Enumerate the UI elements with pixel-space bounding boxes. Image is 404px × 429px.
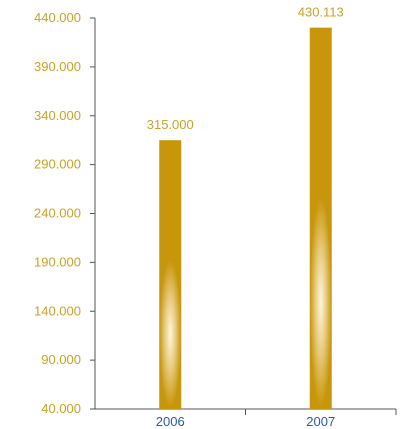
bar-value-label: 430.113 (298, 5, 344, 20)
y-tick-label: 290.000 (34, 157, 81, 172)
y-tick-label: 440.000 (34, 10, 81, 25)
y-axis: 40.000 90.000 140.000 190.000 240.000 290.000… (34, 10, 96, 416)
bar-highlight (309, 27, 332, 409)
bar-value-label: 315.000 (147, 117, 194, 132)
x-tick-label: 2007 (306, 414, 335, 429)
x-axis: 2006 2007 (95, 408, 397, 429)
y-tick-label: 240.000 (34, 206, 81, 221)
bars: 315.000 430.113 (147, 5, 344, 409)
y-tick-label: 90.000 (41, 352, 81, 367)
x-tick-label: 2006 (156, 414, 185, 429)
y-tick-label: 190.000 (34, 254, 81, 269)
y-tick-label: 340.000 (34, 108, 81, 123)
y-tick-label: 40.000 (41, 401, 81, 416)
y-tick-label: 390.000 (34, 59, 81, 74)
y-tick-label: 140.000 (34, 303, 81, 318)
bar-highlight (159, 140, 182, 409)
